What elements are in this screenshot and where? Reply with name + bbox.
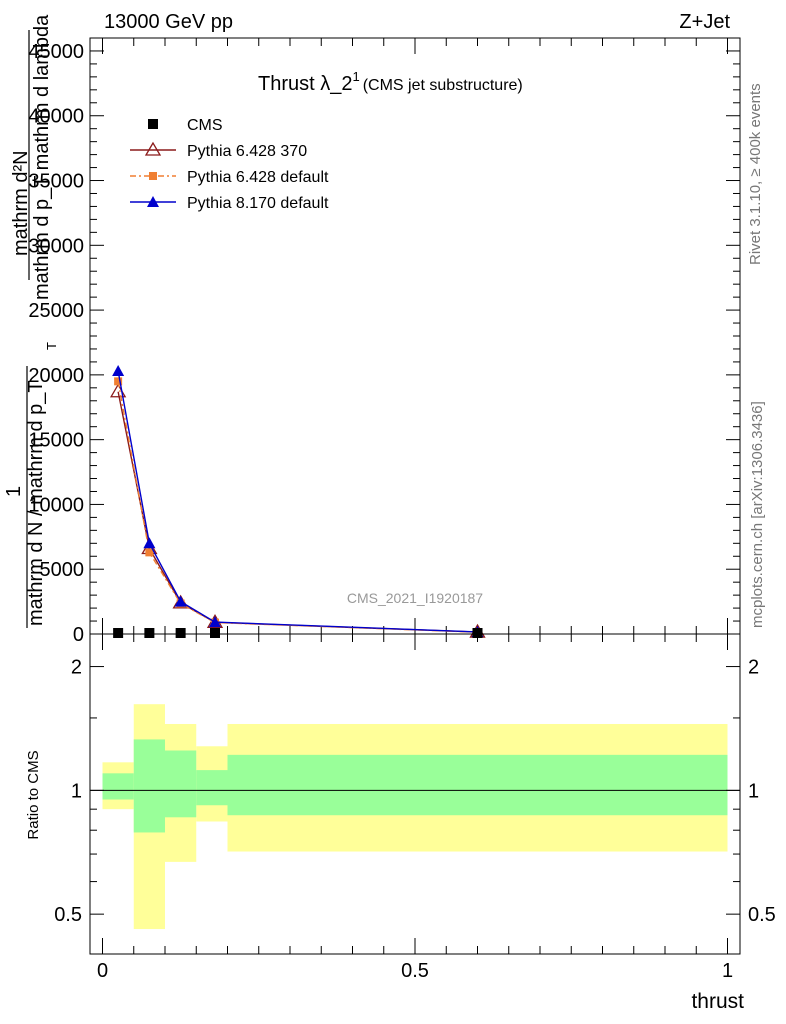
ylabel-line1: mathrm d²N (10, 150, 32, 256)
ratio-x-ticks: 0 0.5 1 (97, 634, 733, 982)
cms-point (144, 628, 155, 638)
ratio-y-label: Ratio to CMS (25, 750, 42, 839)
plot-title-text: Thrust λ_2 (258, 73, 352, 95)
main-y-tick-label: 45000 (28, 41, 84, 63)
legend-label: Pythia 6.428 370 (187, 143, 307, 160)
ratio-y-tick-label: 1 (71, 780, 82, 802)
series-point-3 (174, 595, 187, 607)
legend-marker (147, 196, 159, 207)
x-tick-label: 1 (722, 960, 733, 982)
ratio-band-green (196, 770, 228, 806)
series-point-2 (114, 377, 123, 386)
ylabel-sub: T (44, 342, 59, 350)
legend-label: CMS (187, 117, 223, 134)
ratio-y-tick-label-right: 0.5 (748, 904, 776, 926)
cms-point (113, 628, 124, 638)
main-y-tick-label: 40000 (28, 106, 84, 128)
cms-point (210, 628, 220, 638)
x-tick-label: 0 (97, 960, 108, 982)
ratio-bands (102, 704, 728, 930)
main-y-tick-label: 25000 (28, 300, 84, 322)
series-point-3 (112, 364, 125, 376)
main-y-tick-label: 30000 (28, 235, 84, 257)
cms-point (175, 628, 186, 638)
ratio-band-green (227, 754, 728, 816)
series-point-3 (143, 537, 156, 549)
series-point-3 (209, 616, 221, 628)
ratio-y-tick-label: 0.5 (54, 904, 82, 926)
ratio-y-ticks: 0.5 0.5 1 1 2 2 (54, 657, 776, 927)
plot-title-suffix: (CMS jet substructure) (363, 77, 523, 94)
legend-marker (149, 172, 157, 180)
header-process: Z+Jet (679, 11, 730, 33)
cms-point (472, 628, 483, 638)
header-energy: 13000 GeV pp (104, 11, 233, 33)
x-tick-label: 0.5 (401, 960, 429, 982)
mcplots-label: mcplots.cern.ch [arXiv:1306.3436] (749, 401, 766, 628)
main-x-ticks (102, 38, 728, 634)
main-y-tick-label: 15000 (28, 430, 84, 452)
ratio-band-green (102, 773, 134, 800)
rivet-label: Rivet 3.1.10, ≥ 400k events (747, 83, 764, 265)
ratio-y-tick-label-right: 2 (748, 657, 759, 679)
ylabel-line3: mathrm d N / mathrm d p_T (25, 380, 47, 626)
main-y-label: 1 mathrm d²N mathrm d p_T mathrm d lambd… (3, 14, 59, 628)
legend-label: Pythia 8.170 default (187, 195, 329, 212)
ratio-band-green (165, 750, 197, 818)
main-y-tick-label: 20000 (28, 365, 84, 387)
main-y-tick-label: 5000 (40, 559, 85, 581)
x-axis-label: thrust (691, 990, 744, 1013)
legend-marker (144, 141, 162, 156)
ylabel-line2: mathrm d p_T mathrm d lambda (31, 14, 53, 300)
main-y-tick-label: 35000 (28, 171, 84, 193)
legend: CMS Pythia 6.428 370 Pythia 6.428 default P… (130, 117, 329, 212)
ratio-y-tick-label: 2 (71, 657, 82, 679)
analysis-watermark: CMS_2021_I1920187 (347, 590, 483, 606)
main-y-tick-label: 10000 (28, 494, 84, 516)
legend-marker (148, 119, 158, 129)
ratio-y-tick-label-right: 1 (748, 780, 759, 802)
ratio-band-green (133, 739, 165, 833)
plot-title-sup: 1 (352, 69, 359, 84)
legend-label: Pythia 6.428 default (187, 169, 329, 186)
series-point-2 (145, 548, 154, 557)
main-y-tick-label: 0 (73, 624, 84, 646)
plot-title: Thrust λ_21 (CMS jet substructure) (258, 69, 523, 95)
ylabel-numerator: 1 (3, 486, 25, 497)
main-y-ticks: 0 5000 10000 15000 20000 25000 30000 35000 40000… (28, 41, 740, 646)
